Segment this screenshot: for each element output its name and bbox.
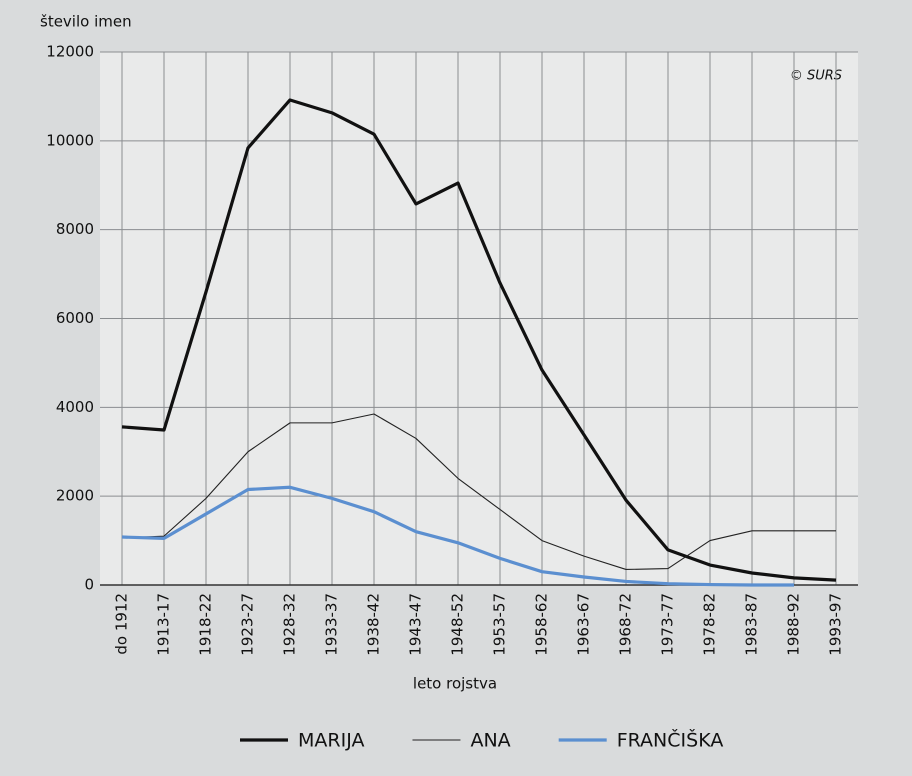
legend-label: MARIJA: [298, 730, 364, 752]
x-tick-label: 1988-92: [785, 593, 803, 656]
x-tick-label: 1993-97: [827, 593, 845, 656]
y-tick-label: 2000: [56, 487, 94, 505]
x-tick-label: 1958-62: [533, 593, 551, 656]
x-tick-label: 1928-32: [281, 593, 299, 656]
x-tick-label: 1933-37: [323, 593, 341, 656]
x-tick-label: 1973-77: [659, 593, 677, 656]
x-tick-label: 1953-57: [491, 593, 509, 656]
x-tick-label: 1938-42: [365, 593, 383, 656]
x-tick-label: 1978-82: [701, 593, 719, 656]
series-line: [121, 413, 836, 571]
series-line: [121, 98, 837, 582]
y-tick-label: 12000: [46, 43, 94, 61]
legend-label: FRANČIŠKA: [617, 728, 724, 752]
x-tick-label: 1918-22: [197, 593, 215, 656]
source: © SURS: [790, 69, 842, 84]
y-axis-label: število imen: [40, 13, 132, 31]
y-tick-label: 0: [84, 576, 94, 594]
x-tick-label: 1923-27: [239, 593, 257, 656]
y-tick-label: 6000: [56, 309, 94, 327]
y-tick-label: 10000: [46, 131, 94, 149]
x-tick-label: 1913-17: [155, 593, 173, 656]
x-tick-label: 1983-87: [743, 593, 761, 656]
legend-label: ANA: [470, 730, 510, 752]
x-tick-label: do 1912: [113, 593, 131, 655]
x-tick-label: 1963-67: [575, 593, 593, 656]
x-axis-label: leto rojstva: [413, 675, 497, 693]
x-tick-label: 1948-52: [449, 593, 467, 656]
y-tick-label: 4000: [56, 398, 94, 416]
y-tick-label: 8000: [56, 220, 94, 238]
series-line: [121, 485, 794, 587]
x-tick-label: 1943-47: [407, 593, 425, 656]
x-tick-label: 1968-72: [617, 593, 635, 656]
